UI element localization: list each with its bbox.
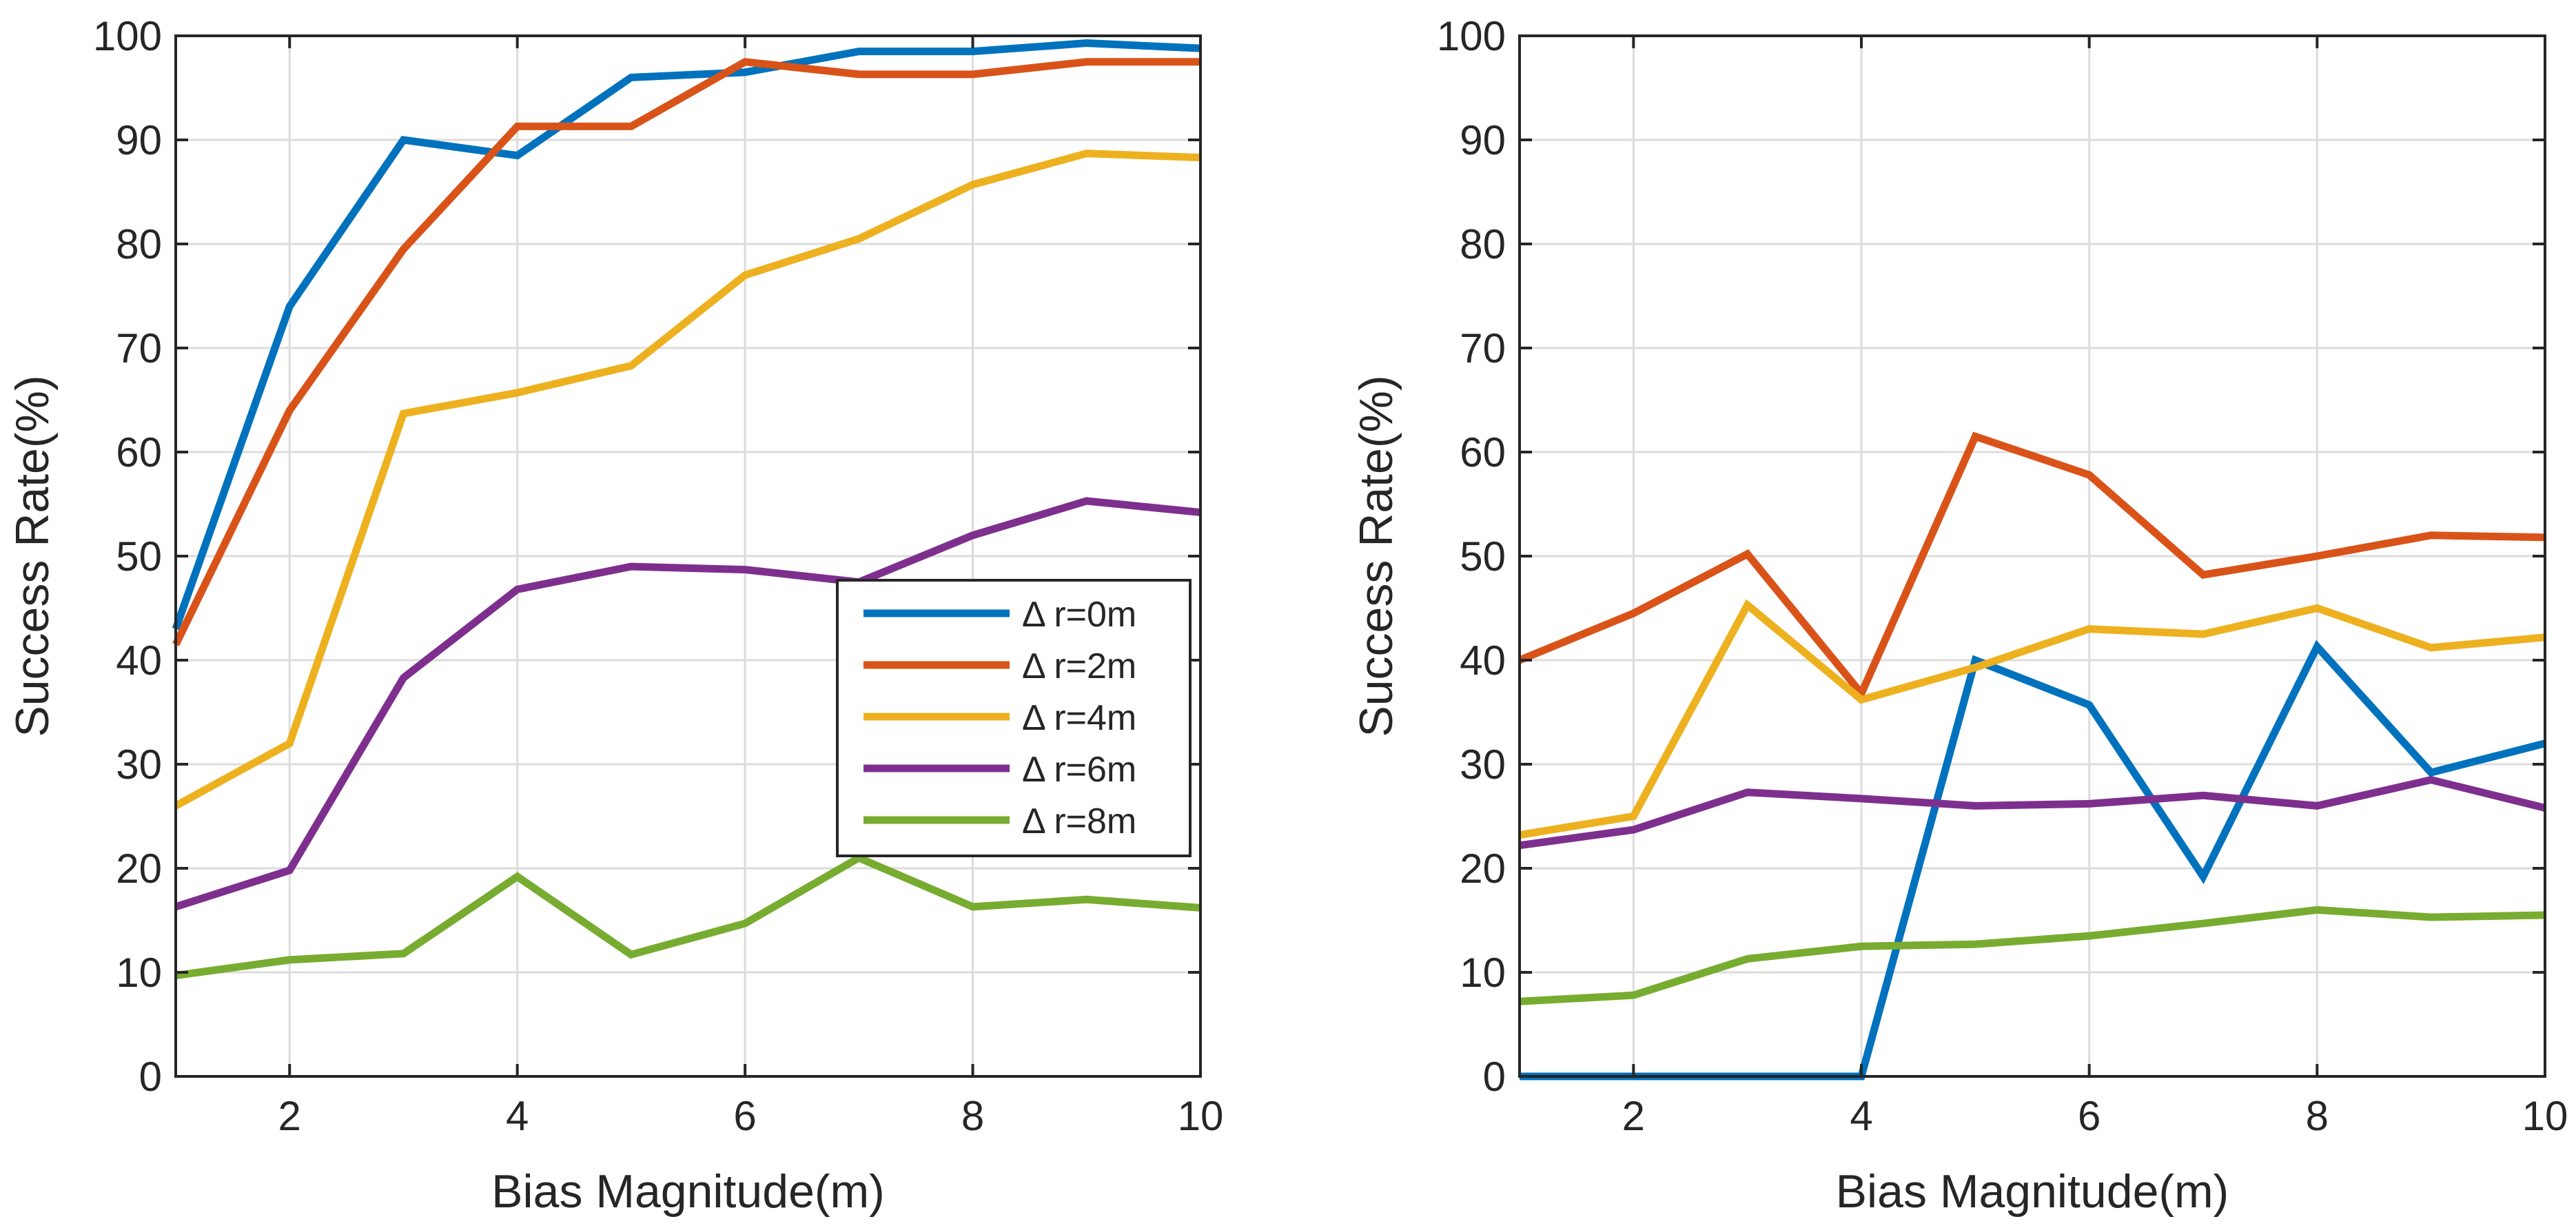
right-y-tick-label: 20	[1460, 846, 1506, 892]
right-y-tick-label: 60	[1460, 429, 1506, 475]
left-series-line-0	[172, 39, 1201, 631]
right-x-tick-label: 8	[2306, 1093, 2329, 1139]
left-y-tick-label: 10	[116, 950, 162, 996]
legend-label-4: Δ r=8m	[1022, 801, 1136, 841]
left-y-tick-label: 30	[116, 741, 162, 788]
left-series-line-3	[174, 497, 1201, 911]
left-x-axis-label: Bias Magnitude(m)	[491, 1165, 885, 1218]
right-y-tick-label: 90	[1460, 117, 1506, 163]
left-y-tick-label: 100	[93, 13, 162, 59]
left-y-axis-label: Success Rate(%)	[6, 375, 59, 737]
left-x-tick-label: 10	[1178, 1093, 1224, 1139]
left-x-tick-label: 6	[733, 1093, 756, 1139]
left-x-tick-label: 8	[961, 1093, 984, 1139]
right-series-line-2	[1519, 599, 2546, 839]
legend-label-0: Δ r=0m	[1022, 595, 1136, 635]
left-y-tick-label: 50	[116, 533, 162, 580]
right-y-tick-label: 10	[1460, 950, 1506, 996]
legend-label-3: Δ r=6m	[1022, 750, 1136, 790]
right-y-tick-label: 80	[1460, 221, 1506, 267]
left-y-tick-label: 70	[116, 325, 162, 371]
legend: Δ r=0m Δ r=2m Δ r=4m Δ r=6m Δ r=8m	[836, 579, 1192, 857]
right-y-tick-label: 100	[1437, 13, 1506, 59]
right-x-tick-label: 6	[2078, 1093, 2100, 1139]
right-x-axis-label: Bias Magnitude(m)	[1836, 1165, 2229, 1218]
left-x-tick-label: 4	[506, 1093, 529, 1139]
left-series-line-4	[175, 853, 1201, 979]
right-y-tick-label: 70	[1460, 325, 1506, 371]
left-y-tick-label: 80	[116, 221, 162, 267]
left-y-tick-label: 90	[116, 117, 162, 163]
left-y-tick-label: 40	[116, 637, 162, 684]
right-y-tick-label: 30	[1460, 741, 1506, 788]
left-y-tick-label: 0	[139, 1054, 162, 1100]
right-series-line-4	[1519, 905, 2546, 1005]
right-series-line-1	[1517, 431, 2546, 701]
left-series-line-1	[172, 58, 1200, 646]
left-y-tick-label: 20	[116, 846, 162, 892]
left-series-line-2	[174, 150, 1201, 810]
right-y-axis-label: Success Rate(%)	[1350, 375, 1402, 737]
legend-label-1: Δ r=2m	[1022, 646, 1136, 686]
right-x-tick-label: 2	[1622, 1093, 1645, 1139]
right-x-tick-label: 10	[2522, 1093, 2568, 1139]
right-x-tick-label: 4	[1850, 1093, 1872, 1139]
left-y-tick-label: 60	[116, 429, 162, 475]
right-y-tick-label: 0	[1483, 1054, 1506, 1100]
left-x-tick-label: 2	[278, 1093, 301, 1139]
right-y-tick-label: 40	[1460, 637, 1506, 684]
right-series-line-3	[1519, 775, 2546, 850]
right-y-tick-label: 50	[1460, 533, 1506, 580]
legend-label-2: Δ r=4m	[1022, 698, 1136, 738]
